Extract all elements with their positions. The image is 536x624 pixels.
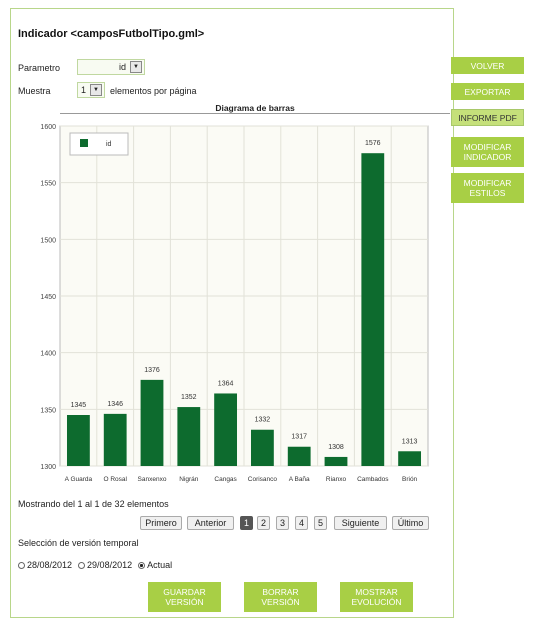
prev-page-button[interactable]: Anterior (187, 516, 234, 530)
mostrar-evolucion-button[interactable]: MOSTRAR EVOLUCIÓN (340, 582, 413, 612)
last-page-button[interactable]: Último (392, 516, 429, 530)
muestra-label: Muestra (18, 86, 51, 96)
guardar-version-button[interactable]: GUARDAR VERSIÓN (148, 582, 221, 612)
version-label: Selección de versión temporal (18, 538, 139, 548)
chevron-down-icon: ▼ (90, 84, 102, 96)
version-radio-actual[interactable] (138, 561, 146, 569)
borrar-version-button[interactable]: BORRAR VERSIÓN (244, 582, 317, 612)
muestra-value: 1 (80, 85, 86, 95)
version-option-actual: Actual (147, 560, 173, 570)
page-1-button[interactable]: 1 (240, 516, 253, 530)
parametro-label: Parametro (18, 63, 61, 73)
first-page-button[interactable]: Primero (140, 516, 182, 530)
informe-pdf-button[interactable]: INFORME PDF (451, 109, 524, 126)
page-4-button[interactable]: 4 (295, 516, 308, 530)
page-title: Indicador <camposFutbolTipo.gml> (18, 28, 205, 40)
per-page-label: elementos por página (110, 86, 197, 96)
modificar-estilos-button[interactable]: MODIFICAR ESTILOS (451, 173, 524, 203)
page-2-button[interactable]: 2 (257, 516, 270, 530)
version-radio-1[interactable] (18, 561, 25, 569)
next-page-button[interactable]: Siguiente (334, 516, 387, 530)
pagination-info: Mostrando del 1 al 1 de 32 elementos (18, 499, 169, 509)
page-3-button[interactable]: 3 (276, 516, 289, 530)
version-option-2: 29/08/2012 (87, 560, 133, 570)
chart-divider (60, 113, 450, 114)
version-radio-group: 28/08/2012 29/08/2012 Actual (18, 560, 178, 570)
chevron-down-icon: ▼ (130, 61, 142, 73)
muestra-select[interactable]: 1 ▼ (77, 82, 105, 98)
exportar-button[interactable]: EXPORTAR (451, 83, 524, 100)
page-5-button[interactable]: 5 (314, 516, 327, 530)
parametro-select[interactable]: id ▼ (77, 59, 145, 75)
volver-button[interactable]: VOLVER (451, 57, 524, 74)
modificar-indicador-button[interactable]: MODIFICAR INDICADOR (451, 137, 524, 167)
version-option-1: 28/08/2012 (27, 560, 73, 570)
chart-title: Diagrama de barras (215, 103, 295, 113)
version-radio-2[interactable] (78, 561, 86, 569)
parametro-value: id (118, 62, 126, 72)
